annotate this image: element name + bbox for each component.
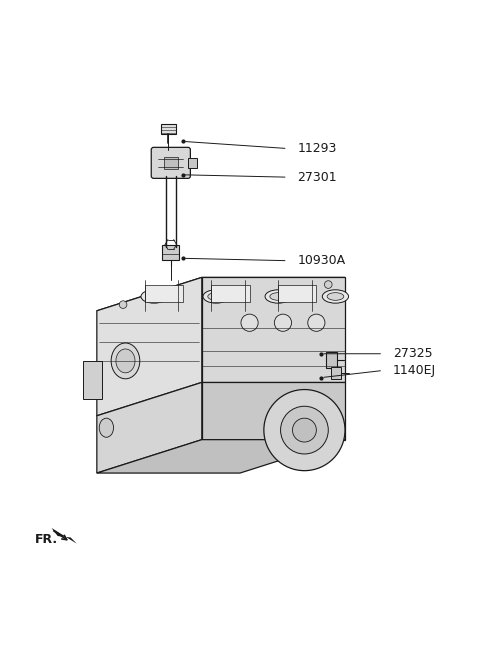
Text: 10930A: 10930A [297, 254, 346, 267]
Bar [162, 246, 180, 260]
Bar [164, 157, 178, 168]
Bar [326, 352, 337, 367]
Bar [188, 158, 197, 168]
Text: 11293: 11293 [297, 142, 336, 155]
Polygon shape [97, 277, 345, 310]
Ellipse shape [141, 290, 167, 303]
Text: FR.: FR. [35, 533, 58, 546]
Text: 27301: 27301 [297, 171, 337, 183]
Ellipse shape [111, 343, 140, 379]
Ellipse shape [146, 293, 162, 300]
Text: 1140EJ: 1140EJ [393, 364, 436, 377]
Circle shape [275, 314, 291, 331]
Bar [144, 284, 183, 302]
Circle shape [119, 301, 127, 309]
Bar [161, 124, 176, 134]
Circle shape [281, 406, 328, 454]
Ellipse shape [116, 349, 135, 373]
Bar [278, 284, 316, 302]
Text: 27325: 27325 [393, 347, 432, 360]
Ellipse shape [99, 418, 114, 438]
FancyBboxPatch shape [151, 147, 191, 178]
Polygon shape [97, 440, 345, 473]
Ellipse shape [270, 293, 287, 300]
Ellipse shape [208, 293, 225, 300]
Polygon shape [97, 277, 202, 416]
Polygon shape [202, 383, 345, 440]
Ellipse shape [323, 290, 348, 303]
Bar [331, 367, 341, 379]
Circle shape [308, 314, 325, 331]
Circle shape [241, 314, 258, 331]
Ellipse shape [203, 290, 229, 303]
Circle shape [264, 390, 345, 471]
Bar [83, 361, 102, 399]
Ellipse shape [265, 290, 291, 303]
Ellipse shape [327, 293, 344, 300]
Bar [211, 284, 250, 302]
Circle shape [292, 418, 316, 442]
Polygon shape [97, 383, 202, 473]
Circle shape [324, 281, 332, 288]
Polygon shape [51, 528, 77, 544]
Polygon shape [202, 277, 345, 383]
